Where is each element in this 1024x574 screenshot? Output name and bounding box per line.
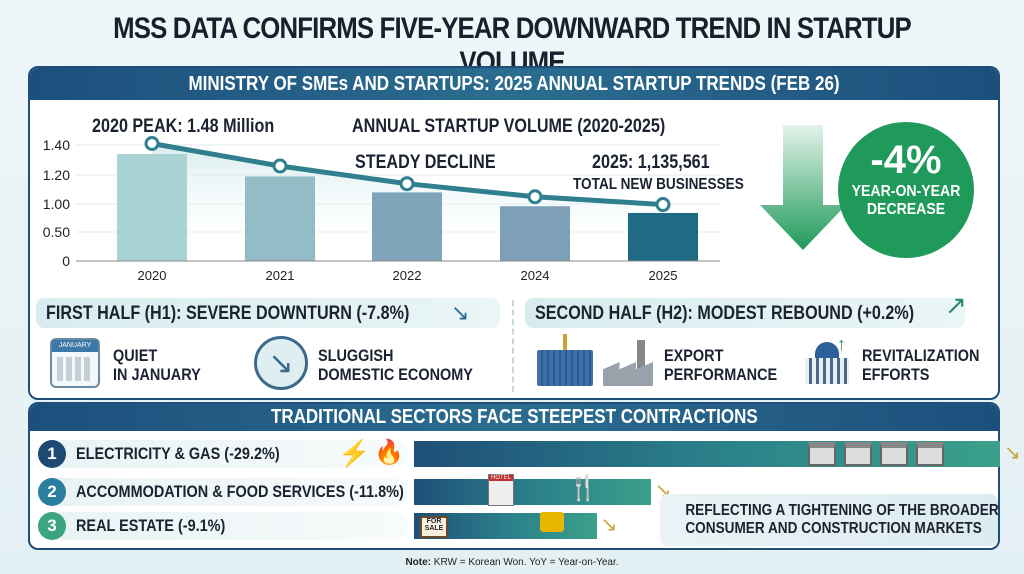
h2-item-export: EXPORT PERFORMANCE [664,346,777,384]
sector-bar [414,441,1000,467]
badge-value: -4% [870,138,942,182]
x-tick-label: 2025 [649,268,678,283]
rank-badge: 3 [38,512,66,540]
sector-row [38,440,408,468]
declining-economy-icon: ↘ [254,336,308,390]
bar-2020 [117,154,187,261]
h2-header: SECOND HALF (H2): MODEST REBOUND (+0.2%) [525,298,965,328]
h2-item-revitalization: REVITALIZATION EFFORTS [862,346,979,384]
bar-2024 [500,206,570,261]
item-line: SLUGGISH [318,346,394,365]
h2-title: SECOND HALF (H2): MODEST REBOUND (+0.2%) [535,303,915,324]
storefront-icon [808,442,836,466]
government-building-icon [803,340,851,386]
item-line: EXPORT [664,346,724,365]
bar-2025 [628,212,698,261]
y-tick-label: 0 [62,253,70,269]
peak-annotation: 2020 PEAK: 1.48 Million [92,116,275,137]
storefront-icon [844,442,872,466]
calendar-icon: JANUARY [50,338,100,388]
h1-item-2: SLUGGISH DOMESTIC ECONOMY [318,346,473,384]
storefront-icon [916,442,944,466]
item-line: QUIET [113,346,158,365]
startup-volume-chart: 0 0.50 1.00 1.20 1.40 2020 2021 2022 2024 2025 [43,136,720,283]
panel-header: MINISTRY OF SMEs AND STARTUPS: 2025 ANNU… [30,68,998,100]
item-line: DOMESTIC ECONOMY [318,365,473,384]
sector-row [38,478,408,506]
note-text: KRW = Korean Won. YoY = Year-on-Year. [431,557,619,568]
up-arrow-icon: ↑ [837,334,846,354]
item-line: REVITALIZATION [862,346,980,365]
y-tick-label: 1.20 [43,167,70,183]
badge-line2: DECREASE [866,201,946,218]
panel-header-text: TRADITIONAL SECTORS FACE STEEPEST CONTRA… [270,406,758,428]
y-tick-label: 0.50 [43,224,70,240]
sector-label: ELECTRICITY & GAS (-29.2%) [76,444,280,463]
note-label: Note: [405,557,431,568]
rank-badge: 1 [38,440,66,468]
line-point-2020 [144,136,160,151]
y-tick-label: 1.40 [43,137,70,153]
sector-note-box: REFLECTING A TIGHTENING OF THE BROADER C… [660,494,999,546]
calendar-month: JANUARY [52,340,98,352]
yoy-decrease-badge: -4% YEAR-ON-YEAR DECREASE [838,122,974,258]
note-line: REFLECTING A TIGHTENING OF THE BROADER [685,502,999,519]
decline-annotation: STEADY DECLINE [355,152,496,173]
y-tick-label: 1.00 [43,196,70,212]
h1-item-1: QUIET IN JANUARY [113,346,201,384]
x-tick-label: 2020 [138,268,167,283]
down-arrow-icon [760,125,846,250]
trend-down-icon: ↘ [451,300,470,325]
flame-icon: 🔥 [374,439,404,466]
sector-label: REAL ESTATE (-9.1%) [76,516,226,535]
h1-title: FIRST HALF (H1): SEVERE DOWNTURN (-7.8%) [46,303,410,324]
latest-annotation: 2025: 1,135,561 [592,152,710,173]
line-point-2021 [272,158,288,174]
excavator-icon [540,512,564,532]
x-tick-label: 2022 [393,268,422,283]
hotel-icon: HOTEL [488,474,514,506]
factory-icon [603,340,653,386]
for-sale-icon: FOR SALE [420,516,448,538]
rank-badge: 2 [38,478,66,506]
container-icon [537,350,593,386]
sector-row [38,512,408,540]
item-line: IN JANUARY [113,365,201,384]
trend-up-icon: ↗ [945,290,967,320]
sector-label: ACCOMMODATION & FOOD SERVICES (-11.8%) [76,482,404,501]
note-line: CONSUMER AND CONSTRUCTION MARKETS [685,520,982,537]
line-point-2022 [399,176,415,192]
footer-note: Note: KRW = Korean Won. YoY = Year-on-Ye… [0,557,1024,568]
x-tick-label: 2024 [521,268,550,283]
panel-header-text: MINISTRY OF SMEs AND STARTUPS: 2025 ANNU… [188,73,840,95]
sector-bar [414,479,651,505]
divider [512,300,514,392]
badge-line1: YEAR-ON-YEAR [851,183,961,200]
page-title: MSS DATA CONFIRMS FIVE-YEAR DOWNWARD TRE… [113,12,912,79]
panel-header: TRADITIONAL SECTORS FACE STEEPEST CONTRA… [30,404,998,431]
latest-sub-annotation: TOTAL NEW BUSINESSES [573,176,744,193]
item-line: EFFORTS [862,365,930,384]
lightning-icon: ⚡ [338,438,371,468]
cutlery-icon: 🍴 [568,475,598,502]
declining-coins-icon: ↘ [1004,442,1021,464]
line-point-2024 [527,189,543,205]
h1-header: FIRST HALF (H1): SEVERE DOWNTURN (-7.8%)… [36,298,500,328]
line-point-2025 [655,197,671,213]
storefront-icon [880,442,908,466]
chart-title: ANNUAL STARTUP VOLUME (2020-2025) [352,116,666,137]
item-line: PERFORMANCE [664,365,778,384]
crane-hook-icon [563,334,567,350]
hotel-sign: HOTEL [489,475,513,481]
bar-2021 [245,176,315,261]
bar-2022 [372,192,442,261]
x-tick-label: 2021 [266,268,295,283]
declining-coins-icon: ↘ [600,514,618,536]
